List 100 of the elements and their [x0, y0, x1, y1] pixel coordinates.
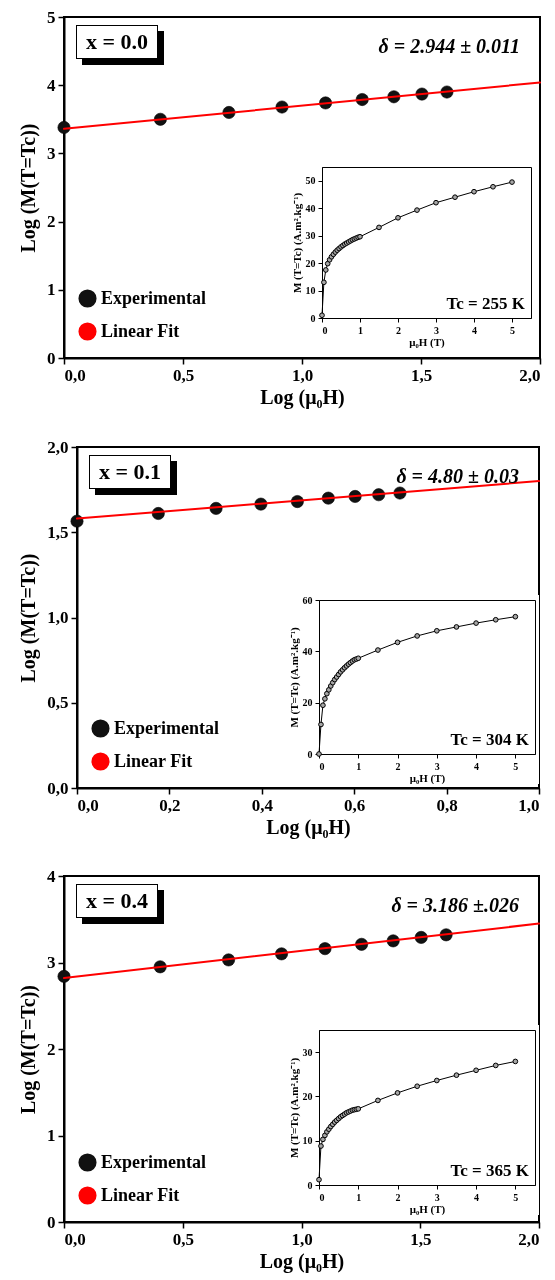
point [512, 613, 519, 620]
x-tick-label: 1 [358, 324, 363, 336]
y-tick-label: 10 [302, 1135, 313, 1147]
y-tick-label: 2 [47, 212, 56, 232]
y-tick-label: 0 [47, 1212, 56, 1232]
x-tick-label: 2 [395, 760, 401, 772]
point [453, 624, 460, 630]
y-axis-title: M (T=Tc) (A.m².kg⁻¹) [290, 192, 304, 294]
x-tick-label: 0,2 [159, 795, 181, 815]
annotation: Tc = 304 K [450, 730, 530, 749]
y-tick-label: 40 [305, 202, 316, 214]
x-axis-title: μ₀H (T) [409, 1202, 446, 1216]
point [395, 214, 401, 221]
y-axis-title: Log (M(T=Tc)) [17, 553, 41, 683]
annotation: δ = 2.944 ± 0.011 [378, 35, 520, 57]
y-tick-label: 10 [305, 285, 316, 297]
point [394, 639, 401, 646]
y-tick-label: 0 [47, 348, 56, 368]
point [509, 179, 515, 185]
x-tick-label: 2 [396, 324, 401, 336]
y-tick-label: 3 [47, 143, 56, 163]
point [318, 721, 324, 728]
annotation: x = 0.4 [76, 884, 159, 918]
x-tick-label: 4 [474, 1191, 480, 1203]
point [325, 686, 332, 693]
point [433, 199, 439, 206]
x-axis-title: Log (μ₀H) [266, 815, 351, 839]
y-tick-label: 4 [47, 75, 56, 95]
point [320, 702, 326, 709]
y-tick-label: 20 [302, 697, 313, 709]
x-tick-label: 2,0 [519, 365, 541, 385]
point [492, 1062, 499, 1069]
y-tick-label: 3 [47, 953, 56, 972]
x-tick-label: 0,5 [172, 365, 195, 385]
y-tick-label: 60 [302, 594, 313, 606]
x-tick-label: 5 [510, 324, 515, 336]
legend-label: Linear Fit [101, 1184, 180, 1205]
point [453, 1072, 460, 1079]
x-tick-label: 1,5 [410, 365, 433, 385]
point [414, 207, 420, 213]
x-tick-label: 1,5 [410, 1229, 432, 1249]
legend-label: Experimental [101, 1151, 206, 1172]
y-tick-label: 20 [302, 1090, 313, 1102]
x-axis-title: Log (μ₀H) [260, 385, 345, 409]
annotation: δ = 3.186 ±.026 [391, 894, 519, 916]
y-tick-label: 0,0 [47, 778, 69, 798]
x-tick-label: 0,5 [172, 1229, 194, 1249]
x-tick-label: 0 [322, 324, 328, 336]
y-tick-label: 2,0 [47, 437, 69, 457]
point [414, 1083, 421, 1090]
y-tick-label: 30 [302, 1046, 313, 1058]
x-tick-label: 5 [513, 1191, 519, 1203]
point [492, 616, 499, 623]
point [322, 267, 329, 273]
x-tick-label: 0,0 [64, 1229, 86, 1249]
x-tick-label: 3 [434, 1191, 440, 1203]
x-tick-label: 4 [472, 324, 477, 336]
y-axis-title: Log (M(T=Tc)) [17, 985, 40, 1114]
x-tick-label: 3 [434, 760, 440, 772]
y-tick-label: 40 [302, 645, 313, 657]
y-tick-label: 0 [307, 748, 313, 760]
legend-label: Linear Fit [114, 750, 193, 771]
y-tick-label: 50 [305, 175, 316, 187]
x-axis-title: μ₀H (T) [409, 335, 446, 349]
y-tick-label: 0 [310, 312, 316, 324]
point [376, 224, 382, 231]
point [452, 194, 458, 201]
x-tick-label: 4 [474, 760, 480, 772]
point [394, 1090, 401, 1096]
point [473, 620, 479, 626]
annotation: Tc = 365 K [450, 1161, 530, 1180]
y-axis-title: M (T=Tc) (A.m².kg⁻¹) [287, 1057, 301, 1159]
legend-label: Experimental [101, 287, 206, 308]
point [375, 647, 381, 653]
x-tick-label: 2 [395, 1191, 401, 1203]
annotation: δ = 4.80 ± 0.03 [396, 465, 519, 487]
point [512, 1058, 519, 1065]
point [471, 188, 477, 195]
point [324, 260, 331, 267]
x-tick-label: 5 [513, 760, 519, 772]
y-tick-label: 1,0 [47, 608, 69, 627]
x-tick-label: 0,4 [251, 795, 274, 815]
x-tick-label: 0,8 [436, 795, 458, 815]
x-tick-label: 0 [319, 760, 325, 772]
x-tick-label: 1 [356, 1191, 362, 1203]
x-tick-label: 0,0 [77, 795, 99, 815]
point [433, 627, 440, 634]
x-tick-label: 1 [356, 760, 362, 772]
y-axis-title: Log (M(T=Tc)) [17, 123, 40, 253]
annotation: x = 0.0 [76, 25, 159, 59]
point [319, 312, 325, 319]
x-tick-label: 0,0 [64, 365, 86, 385]
y-tick-label: 20 [305, 257, 316, 269]
x-tick-label: 3 [434, 324, 439, 336]
point [321, 279, 327, 286]
y-tick-label: 1 [47, 1126, 56, 1145]
point [414, 633, 421, 639]
y-tick-label: 0 [307, 1179, 313, 1191]
y-tick-label: 2 [47, 1039, 56, 1059]
annotation: x = 0.1 [89, 455, 172, 489]
